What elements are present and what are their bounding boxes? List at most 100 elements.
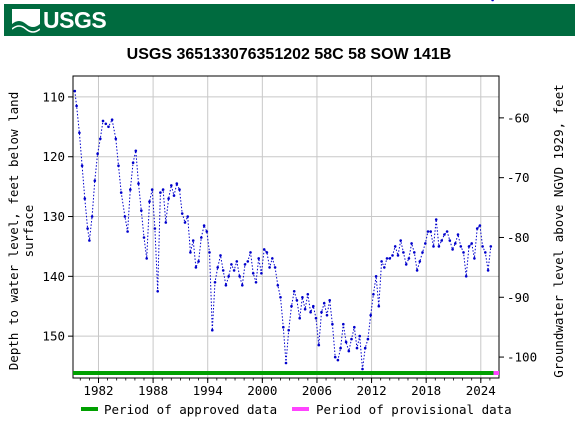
data-point [96, 152, 99, 155]
usgs-logo-wave-icon [12, 8, 40, 33]
y-axis-left-label-line2: surface [21, 205, 36, 258]
x-tick-label: 2012 [357, 383, 387, 398]
data-point [443, 233, 446, 236]
data-point [478, 224, 482, 227]
y-axis-right: -60 -70 -80 -90 -100 [499, 110, 537, 365]
data-point [191, 239, 195, 242]
data-point [90, 215, 94, 218]
data-point [213, 281, 217, 284]
data-point [306, 293, 310, 296]
data-point [205, 230, 209, 233]
data-point [380, 260, 383, 263]
x-tick-label: 2000 [247, 383, 277, 398]
data-point [363, 346, 367, 350]
data-point [410, 242, 413, 245]
data-point [353, 325, 356, 329]
data-point [473, 257, 476, 260]
data-point [402, 251, 405, 254]
data-point [104, 122, 108, 126]
usgs-logo: USGS [12, 7, 107, 34]
y-right-tick-label: -60 [507, 110, 530, 125]
data-point [170, 184, 173, 187]
data-point [451, 248, 454, 251]
data-point [399, 239, 403, 242]
data-point [260, 272, 263, 275]
data-point [211, 328, 214, 332]
approved-period-bar [73, 371, 494, 375]
data-point [489, 245, 493, 248]
data-point [355, 346, 359, 350]
data-point [320, 310, 323, 314]
data-point [93, 179, 97, 182]
y-right-tick-label: -70 [507, 170, 530, 185]
data-point [314, 316, 318, 320]
data-point [421, 251, 424, 254]
data-point [189, 251, 192, 254]
data-point [350, 337, 353, 341]
data-point [358, 334, 362, 338]
data-point [284, 361, 288, 365]
data-point [298, 316, 302, 320]
y-right-tick-label: -80 [507, 230, 530, 245]
y-axis-right-label: Groundwater level above NGVD 1929, feet [551, 84, 566, 378]
data-point [148, 200, 151, 203]
data-point [407, 257, 411, 260]
data-point [290, 304, 293, 308]
data-point [164, 221, 168, 224]
data-point [99, 137, 102, 141]
y-left-tick-label: 140 [42, 269, 65, 284]
data-point [325, 313, 329, 317]
data-point [481, 245, 484, 248]
x-tick-label: 1988 [138, 383, 168, 398]
data-point [312, 304, 315, 308]
data-point [413, 251, 416, 254]
data-point [309, 310, 312, 314]
data-point [186, 215, 189, 218]
data-point [150, 188, 154, 191]
data-point [268, 266, 271, 269]
y-left-tick-label: 150 [42, 329, 65, 344]
data-point [491, 0, 494, 2]
data-point [374, 275, 378, 278]
data-point [470, 242, 474, 245]
data-point [180, 212, 184, 215]
data-point [202, 224, 206, 227]
data-point [145, 257, 148, 260]
data-point [129, 188, 132, 191]
data-point [262, 248, 266, 251]
data-point [415, 269, 419, 272]
data-point [426, 230, 430, 233]
grid-lines [73, 76, 499, 378]
data-point [292, 290, 296, 293]
data-point [235, 260, 239, 263]
x-tick-label: 2006 [302, 383, 332, 398]
data-point [153, 227, 157, 230]
data-point [331, 322, 334, 326]
data-point [303, 307, 307, 311]
legend: Period of approved data Period of provis… [81, 402, 512, 417]
data-point [75, 104, 78, 108]
data-point [142, 236, 146, 239]
data-point [448, 239, 452, 242]
legend-approved-label: Period of approved data [104, 402, 277, 417]
x-tick-label: 1994 [193, 383, 223, 398]
y-axis-left: 110 120 130 140 150 [42, 89, 73, 344]
data-point [437, 245, 441, 248]
data-point [123, 215, 127, 218]
data-point [216, 266, 219, 269]
data-point [183, 221, 187, 224]
data-point [440, 239, 444, 242]
data-point [429, 230, 433, 233]
data-point [219, 254, 222, 257]
data-point [388, 257, 392, 260]
usgs-header-banner: USGS [4, 4, 575, 36]
data-point [464, 275, 468, 278]
data-point [254, 281, 258, 284]
data-point [221, 269, 225, 272]
data-point [78, 131, 81, 135]
data-point [230, 263, 233, 266]
data-point [322, 301, 326, 305]
data-point [110, 118, 114, 121]
data-point [249, 251, 252, 254]
data-point [484, 251, 487, 254]
